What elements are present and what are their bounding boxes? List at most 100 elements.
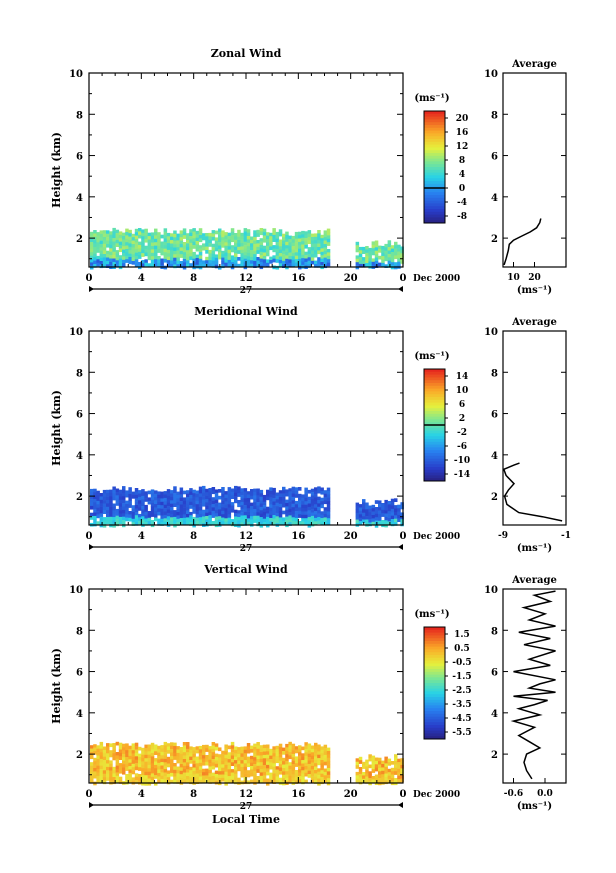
heatmap-cell <box>272 255 276 259</box>
heatmap-cell <box>301 230 305 235</box>
heatmap-cell <box>266 489 270 494</box>
colorbar-swatch <box>424 200 445 204</box>
chart-title: Meridional Wind <box>194 305 298 318</box>
heatmap-cell <box>176 780 180 784</box>
heatmap-cell <box>214 509 219 514</box>
heatmap-cell <box>147 781 152 786</box>
heatmap-cell <box>211 759 216 763</box>
heatmap-cell <box>96 500 100 505</box>
heatmap-cell <box>390 498 395 503</box>
heatmap-cell <box>109 238 113 242</box>
heatmap-cell <box>291 490 296 494</box>
heatmap-cell <box>282 250 286 255</box>
heatmap-cell <box>90 248 94 253</box>
heatmap-cell <box>160 755 164 759</box>
heatmap-cell <box>227 514 232 518</box>
heatmap-cell <box>163 748 168 753</box>
colorbar-swatch <box>424 716 445 720</box>
heatmap-cell <box>269 497 273 502</box>
heatmap-cell <box>106 240 110 245</box>
x-tick-label: 8 <box>190 273 197 284</box>
colorbar-swatch <box>424 660 445 664</box>
heatmap-cell <box>275 506 280 510</box>
profile-y-tick-label: 6 <box>491 152 498 163</box>
heatmap-cell <box>198 262 203 266</box>
colorbar-swatch <box>424 371 445 376</box>
heatmap-cell <box>150 259 155 264</box>
heatmap-cell <box>150 520 155 524</box>
heatmap-cell <box>227 487 232 491</box>
heatmap-cell <box>150 249 155 254</box>
heatmap-cell <box>118 496 123 501</box>
heatmap-cell <box>259 489 264 494</box>
heatmap-cell <box>195 766 200 771</box>
heatmap-cell <box>243 773 248 778</box>
heatmap-cell <box>320 234 324 239</box>
heatmap-cell <box>141 229 145 234</box>
colorbar-swatch <box>424 655 445 659</box>
heatmap-cell <box>272 234 276 239</box>
heatmap-cell <box>250 246 254 251</box>
heatmap-cell <box>176 250 180 255</box>
heatmap-cell <box>99 510 104 514</box>
heatmap-cell <box>227 504 232 508</box>
heatmap-cell <box>304 752 308 757</box>
heatmap-cell <box>134 245 139 250</box>
heatmap-cell <box>112 517 116 521</box>
heatmap-cell <box>154 507 158 512</box>
heatmap-cell <box>285 503 289 507</box>
heatmap-cell <box>288 488 292 492</box>
colorbar-swatch <box>424 133 445 137</box>
heatmap-cell <box>230 758 235 763</box>
heatmap-cell <box>186 745 190 750</box>
heatmap-cell <box>294 514 299 519</box>
heatmap-cell <box>278 764 283 768</box>
heatmap-cell <box>390 258 395 263</box>
heatmap-cell <box>118 510 123 514</box>
heatmap-cell <box>112 506 116 511</box>
colorbar-swatch <box>424 394 445 398</box>
heatmap-cell <box>269 752 273 756</box>
heatmap-cell <box>234 746 238 751</box>
heatmap-cell <box>256 755 260 760</box>
heatmap-cell <box>186 507 190 511</box>
heatmap-cell <box>125 743 129 748</box>
heatmap-cell <box>144 232 148 236</box>
heatmap-cell <box>179 501 184 505</box>
heatmap-cell <box>138 767 142 771</box>
heatmap-cell <box>186 517 190 522</box>
heatmap-cell <box>208 522 212 526</box>
heatmap-cell <box>109 513 113 518</box>
heatmap-cell <box>323 761 328 766</box>
heatmap-cell <box>109 774 113 778</box>
heatmap-cell <box>160 495 164 499</box>
heatmap-cell <box>160 505 164 509</box>
heatmap-cell <box>234 763 238 768</box>
heatmap-cell <box>317 236 321 241</box>
heatmap-cell <box>195 759 200 764</box>
heatmap-cell <box>96 772 100 777</box>
heatmap-cell <box>326 249 331 253</box>
colorbar-swatch <box>424 669 445 673</box>
heatmap-cell <box>365 509 369 513</box>
heatmap-cell <box>304 501 308 505</box>
heatmap-cell <box>371 755 376 760</box>
heatmap-cell <box>147 236 152 240</box>
x-tick-label: 20 <box>344 531 358 542</box>
heatmap-cell <box>189 232 193 237</box>
heatmap-cell <box>262 761 267 766</box>
heatmap-cell <box>240 263 244 268</box>
heatmap-cell <box>195 493 200 498</box>
heatmap-cell <box>106 777 110 781</box>
heatmap-cell <box>362 505 366 510</box>
heatmap-cell <box>246 253 251 257</box>
heatmap-cell <box>288 515 292 520</box>
heatmap-cell <box>102 506 107 511</box>
heatmap-cell <box>179 494 184 498</box>
profile-y-tick-label: 2 <box>491 234 498 245</box>
colorbar-swatch <box>424 697 445 701</box>
heatmap-cell <box>179 753 184 758</box>
heatmap-cell <box>314 776 318 781</box>
heatmap-cell <box>176 233 180 238</box>
heatmap-cell <box>147 744 152 749</box>
